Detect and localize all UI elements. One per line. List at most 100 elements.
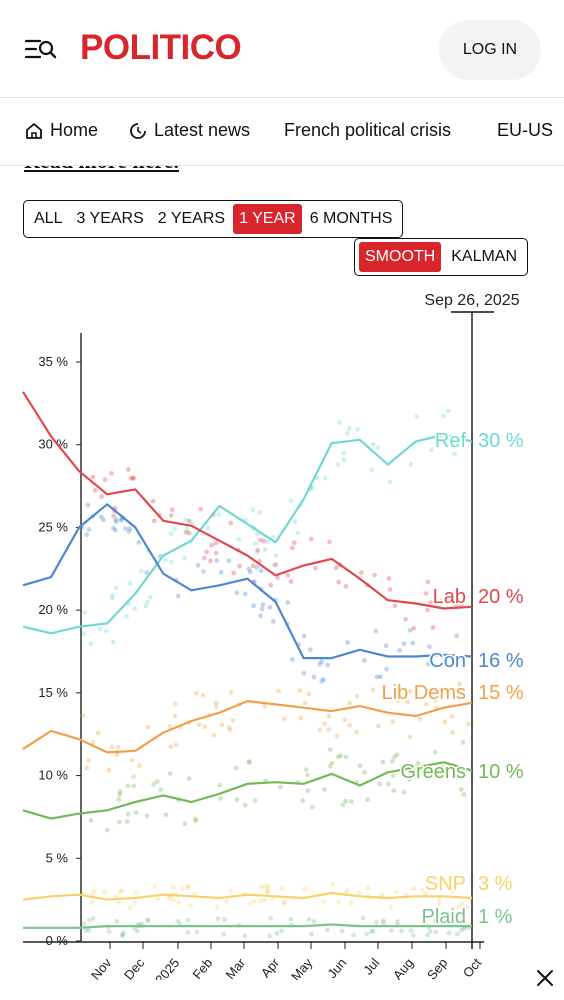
poll-dot — [451, 887, 457, 892]
nav-item-label: Home — [50, 120, 99, 140]
poll-dot — [202, 724, 208, 730]
poll-dot — [373, 628, 379, 634]
poll-dot — [436, 896, 442, 902]
poll-dot — [113, 517, 119, 522]
poll-dot — [228, 690, 234, 695]
log-in-button[interactable]: LOG IN — [439, 20, 541, 80]
poll-dot — [425, 607, 430, 613]
range-2-years-button[interactable]: 2 YEARS — [152, 204, 231, 234]
poll-dot — [120, 932, 125, 938]
poll-dot — [127, 526, 133, 532]
poll-dot — [175, 593, 181, 599]
poll-dot — [113, 519, 119, 525]
poll-dot — [450, 889, 455, 895]
y-tick-label: 20 % — [38, 602, 68, 617]
poll-dot — [336, 899, 342, 905]
poll-dot — [329, 760, 335, 766]
poll-dot — [215, 905, 220, 910]
poll-dot — [237, 563, 242, 569]
poll-dot — [267, 605, 273, 610]
poll-dot — [390, 773, 396, 778]
poll-dot — [443, 918, 449, 924]
range-all-button[interactable]: ALL — [28, 204, 68, 234]
y-tick-label: 35 % — [38, 354, 68, 369]
poll-dot — [255, 547, 261, 553]
poll-dot — [224, 899, 230, 905]
poll-dot — [446, 930, 452, 936]
poll-dot — [117, 789, 123, 795]
politico-logo[interactable]: POLITICO — [80, 28, 242, 67]
poll-dot — [365, 885, 371, 891]
poll-dot — [292, 519, 298, 524]
poll-dot — [226, 724, 232, 730]
poll-dot — [267, 933, 273, 939]
poll-dot — [322, 475, 328, 481]
poll-dot — [196, 722, 202, 728]
smooth-button[interactable]: SMOOTH — [359, 242, 442, 272]
poll-dot — [438, 599, 444, 604]
poll-dot — [176, 900, 182, 905]
range-6-months-button[interactable]: 6 MONTHS — [304, 204, 399, 234]
poll-dot — [347, 700, 352, 706]
poll-dot — [184, 526, 190, 532]
poll-dot — [133, 890, 139, 896]
nav-item-french-political-crisis[interactable]: French political crisis — [284, 120, 451, 141]
poll-dot — [282, 900, 288, 905]
poll-dot — [180, 886, 186, 891]
poll-chart-svg: 0 % 5 % 10 % 15 % 20 % 25 % 30 % 35 % Nov Dec 2025… — [22, 292, 525, 987]
poll-dot — [251, 603, 257, 609]
nav-item-home[interactable]: Home — [25, 120, 98, 141]
x-tick-label: Dec — [121, 955, 148, 980]
poll-dot — [265, 887, 271, 892]
poll-dot — [407, 734, 413, 740]
poll-dot — [349, 799, 354, 804]
poll-dot — [183, 517, 189, 522]
poll-dot — [389, 758, 395, 764]
nav-item-latest-news[interactable]: Latest news — [129, 120, 250, 141]
poll-dot — [116, 744, 121, 750]
nav-item-eu-us[interactable]: EU-US — [497, 120, 553, 141]
poll-dot — [183, 529, 189, 535]
poll-dot — [395, 698, 401, 703]
poll-dot — [459, 901, 465, 907]
poll-dot — [218, 796, 224, 801]
range-1-year-button[interactable]: 1 YEAR — [233, 204, 302, 234]
poll-dot — [226, 558, 232, 564]
poll-dot — [321, 676, 326, 682]
series-line-greens — [22, 761, 473, 820]
poll-dot — [106, 767, 112, 773]
poll-dot — [297, 688, 303, 693]
poll-dot — [117, 792, 123, 797]
x-tick-label: May — [288, 955, 316, 980]
y-tick-label: 25 % — [38, 519, 68, 534]
poll-dot — [168, 559, 174, 565]
kalman-button[interactable]: KALMAN — [445, 242, 523, 272]
poll-dot — [370, 928, 376, 934]
poll-dot — [278, 784, 283, 790]
poll-dot — [445, 408, 451, 414]
range-3-years-button[interactable]: 3 YEARS — [70, 204, 149, 234]
poll-dot — [298, 715, 304, 721]
poll-dot — [271, 562, 277, 568]
series-value-lib-dems: 15 % — [478, 682, 524, 704]
poll-dot — [90, 915, 96, 921]
poll-dot — [80, 713, 86, 718]
poll-dot — [262, 703, 268, 709]
close-icon[interactable] — [532, 965, 558, 991]
poll-dot — [290, 657, 295, 662]
poll-dot — [132, 900, 138, 906]
poll-dot — [109, 471, 114, 476]
poll-dot — [186, 776, 192, 782]
poll-dot — [388, 904, 393, 910]
poll-dot — [230, 718, 236, 723]
poll-dot — [341, 450, 347, 456]
poll-dot — [346, 426, 352, 431]
poll-dot — [403, 616, 409, 622]
poll-dot — [357, 763, 363, 769]
poll-dot — [301, 670, 307, 676]
menu-search-icon[interactable] — [22, 34, 58, 66]
poll-dot — [86, 928, 92, 933]
x-tick-label: Sep — [424, 955, 450, 980]
poll-dot — [458, 602, 464, 607]
poll-dot — [151, 518, 157, 524]
